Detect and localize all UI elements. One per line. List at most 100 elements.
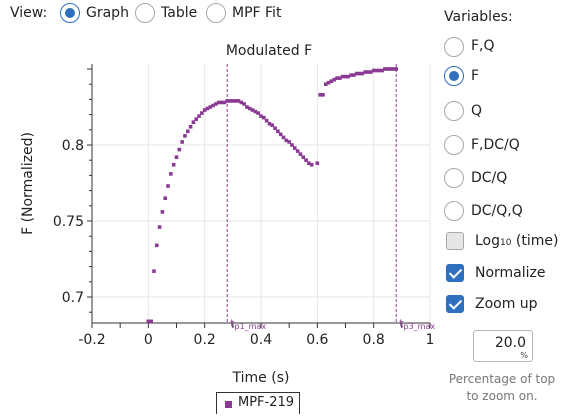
data-point bbox=[276, 129, 280, 134]
data-point bbox=[228, 99, 232, 103]
data-point bbox=[152, 269, 156, 273]
view-table-radio[interactable] bbox=[135, 3, 155, 23]
data-point bbox=[326, 80, 331, 85]
data-point bbox=[202, 108, 207, 112]
data-point bbox=[293, 146, 297, 150]
y-tick-label: 0.8 bbox=[62, 138, 84, 154]
view-graph-radio[interactable] bbox=[60, 3, 80, 23]
zoom-percent-value[interactable]: 20.0 bbox=[494, 335, 526, 351]
data-point bbox=[264, 118, 269, 123]
data-point bbox=[295, 149, 300, 153]
variable-dcq-radio[interactable] bbox=[444, 168, 464, 188]
data-point bbox=[236, 99, 241, 103]
log-time-checkbox[interactable] bbox=[446, 232, 464, 250]
data-point bbox=[273, 126, 277, 131]
variable-fq-label[interactable]: F,Q bbox=[471, 38, 495, 54]
data-point bbox=[338, 76, 342, 80]
data-point bbox=[157, 225, 162, 229]
variable-f-dcq-radio[interactable] bbox=[444, 135, 464, 155]
data-point bbox=[298, 152, 303, 156]
data-point bbox=[363, 70, 368, 74]
y-tick-label: 0.7 bbox=[62, 290, 84, 306]
data-point bbox=[290, 143, 294, 147]
view-graph-label[interactable]: Graph bbox=[86, 5, 129, 21]
variable-f-dcq-label[interactable]: F,DC/Q bbox=[471, 137, 520, 153]
zoom-up-label[interactable]: Zoom up bbox=[475, 296, 538, 312]
variable-fq-radio[interactable] bbox=[444, 37, 464, 57]
data-point bbox=[377, 68, 382, 73]
variable-dcq-label[interactable]: DC/Q bbox=[471, 170, 508, 186]
data-point bbox=[242, 102, 246, 106]
data-point bbox=[323, 82, 328, 86]
variable-f-label[interactable]: F bbox=[471, 68, 480, 84]
x-tick-label: 1 bbox=[426, 332, 435, 348]
data-point bbox=[225, 99, 229, 103]
x-tick-label: 0.4 bbox=[250, 332, 272, 348]
data-point bbox=[185, 129, 190, 134]
data-point bbox=[391, 67, 396, 71]
log-time-label[interactable]: Log10 (time) bbox=[475, 233, 559, 249]
view-mpf-fit-label[interactable]: MPF Fit bbox=[232, 5, 282, 21]
data-point bbox=[188, 124, 193, 129]
data-point bbox=[335, 76, 339, 80]
data-point bbox=[349, 73, 353, 77]
data-point bbox=[262, 115, 266, 120]
data-point bbox=[160, 210, 165, 214]
data-point bbox=[231, 99, 235, 103]
chart-legend: MPF-219 bbox=[216, 392, 300, 414]
data-point bbox=[256, 111, 260, 115]
data-point bbox=[394, 67, 398, 71]
data-point bbox=[250, 108, 255, 112]
variables-label: Variables: bbox=[444, 9, 513, 25]
data-point bbox=[211, 103, 215, 108]
data-point bbox=[301, 155, 306, 159]
data-point bbox=[149, 319, 153, 324]
legend-label: MPF-219 bbox=[238, 395, 295, 410]
data-point bbox=[169, 172, 173, 176]
data-point bbox=[357, 71, 362, 76]
data-point bbox=[174, 155, 179, 159]
variable-f-radio[interactable] bbox=[444, 66, 464, 86]
data-point bbox=[259, 114, 263, 118]
data-point bbox=[214, 102, 218, 106]
data-point bbox=[267, 121, 272, 126]
variable-dcq-q-label[interactable]: DC/Q,Q bbox=[471, 203, 523, 219]
data-point bbox=[163, 196, 168, 200]
data-point bbox=[346, 74, 351, 79]
data-point bbox=[278, 132, 283, 137]
x-tick-label: 0.6 bbox=[306, 332, 328, 348]
data-point bbox=[371, 68, 376, 73]
normalize-checkbox[interactable] bbox=[446, 264, 464, 282]
variable-q-radio[interactable] bbox=[444, 101, 464, 121]
zoom-percent-unit: % bbox=[520, 351, 528, 360]
data-point bbox=[383, 67, 387, 71]
variable-dcq-q-radio[interactable] bbox=[444, 201, 464, 221]
data-point bbox=[321, 93, 325, 97]
x-tick-label: 0.8 bbox=[363, 332, 385, 348]
data-point bbox=[388, 67, 393, 71]
y-tick-label: 0.75 bbox=[53, 214, 84, 230]
variable-q-label[interactable]: Q bbox=[471, 103, 483, 119]
chart: -0.2 0 0.2 0.4 0.6 0.8 1 0.7 0.75 0.8 Modulated F T… bbox=[20, 43, 435, 386]
data-point bbox=[205, 106, 210, 111]
view-table-label[interactable]: Table bbox=[161, 5, 198, 21]
data-point bbox=[270, 123, 275, 128]
zoom-percent-input[interactable]: 20.0 % bbox=[473, 330, 533, 362]
data-point bbox=[352, 73, 356, 77]
data-point bbox=[360, 71, 365, 76]
x-axis-label: Time (s) bbox=[232, 370, 290, 386]
normalize-label[interactable]: Normalize bbox=[475, 265, 546, 281]
data-point bbox=[200, 111, 204, 115]
data-point bbox=[180, 140, 184, 144]
data-point bbox=[329, 79, 334, 83]
data-point bbox=[318, 93, 322, 97]
data-point bbox=[281, 135, 286, 140]
data-point bbox=[309, 162, 314, 167]
data-point bbox=[253, 109, 258, 114]
data-point bbox=[197, 114, 201, 118]
view-mpf-fit-radio[interactable] bbox=[206, 3, 226, 23]
data-point bbox=[194, 117, 199, 121]
data-point bbox=[307, 161, 311, 166]
data-point bbox=[340, 74, 345, 79]
zoom-up-checkbox[interactable] bbox=[446, 295, 464, 313]
